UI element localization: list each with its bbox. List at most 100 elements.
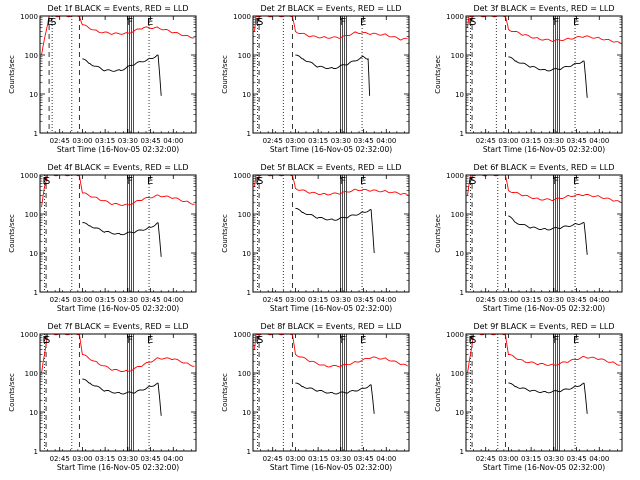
x-tick-label: 03:30 — [544, 455, 564, 463]
chart-title: Det 3f BLACK = Events, RED = LLD — [473, 4, 614, 13]
events-series-line — [508, 215, 588, 255]
plot-area — [467, 16, 621, 133]
time-marker-label: S — [470, 335, 476, 346]
y-tick-label: 100 — [238, 52, 251, 60]
y-tick-label: 10 — [455, 250, 464, 258]
x-tick-label: 03:30 — [544, 137, 564, 145]
x-tick-label: 02:45 — [263, 455, 283, 463]
events-series-line — [295, 382, 375, 414]
y-axis-label: Counts/sec — [8, 55, 16, 94]
time-marker-label: S — [257, 176, 263, 187]
x-tick-label: 03:30 — [331, 137, 351, 145]
x-tick-label: 02:45 — [476, 455, 496, 463]
y-tick-label: 1 — [247, 448, 251, 456]
x-tick-label: 03:45 — [353, 137, 373, 145]
time-marker-label: F — [340, 17, 346, 28]
time-marker-label: F — [127, 335, 133, 346]
chart-title: Det 8f BLACK = Events, RED = LLD — [260, 322, 401, 331]
x-axis-label: Start Time (16-Nov-05 02:32:00) — [57, 463, 179, 472]
x-tick-label: 03:00 — [72, 137, 92, 145]
x-axis-label: Start Time (16-Nov-05 02:32:00) — [483, 145, 605, 154]
y-tick-label: 1 — [247, 130, 251, 138]
time-marker-label: F — [553, 335, 559, 346]
x-tick-label: 02:45 — [50, 455, 70, 463]
y-tick-label: 1000 — [20, 13, 38, 21]
plot-area — [467, 175, 621, 292]
time-marker-label: F — [340, 176, 346, 187]
time-marker-label: F — [127, 176, 133, 187]
y-tick-label: 1000 — [233, 172, 251, 180]
time-marker-label: E — [573, 176, 579, 187]
x-tick-label: 03:15 — [308, 296, 328, 304]
plot-area — [467, 334, 621, 451]
time-marker-label: E — [469, 335, 475, 346]
x-tick-label: 03:45 — [566, 137, 586, 145]
x-axis-label: Start Time (16-Nov-05 02:32:00) — [483, 304, 605, 313]
chart-title: Det 9f BLACK = Events, RED = LLD — [473, 322, 614, 331]
x-tick-label: 04:00 — [376, 296, 396, 304]
x-tick-label: 03:15 — [95, 296, 115, 304]
x-tick-label: 03:15 — [521, 455, 541, 463]
plot-frame — [465, 174, 623, 293]
lld-series-line — [41, 334, 195, 374]
time-marker-label: E — [43, 176, 49, 187]
x-tick-label: 02:45 — [263, 296, 283, 304]
x-tick-label: 02:45 — [50, 137, 70, 145]
x-tick-label: 03:45 — [566, 455, 586, 463]
x-tick-label: 03:30 — [118, 455, 138, 463]
time-marker-label: S — [44, 335, 50, 346]
y-tick-label: 100 — [25, 211, 38, 219]
y-tick-label: 100 — [238, 370, 251, 378]
lld-series-line — [254, 16, 408, 41]
plot-area — [41, 175, 195, 292]
lld-series-line — [467, 175, 621, 203]
chart-title: Det 4f BLACK = Events, RED = LLD — [47, 163, 188, 172]
y-tick-label: 1000 — [20, 172, 38, 180]
time-marker-label: F — [340, 335, 346, 346]
x-axis-label: Start Time (16-Nov-05 02:32:00) — [270, 304, 392, 313]
x-tick-label: 03:15 — [95, 137, 115, 145]
y-tick-label: 10 — [242, 91, 251, 99]
x-tick-label: 04:00 — [589, 137, 609, 145]
plot-frame — [39, 333, 197, 452]
x-tick-label: 02:45 — [476, 296, 496, 304]
y-tick-label: 100 — [25, 52, 38, 60]
y-axis-label: Counts/sec — [221, 214, 229, 253]
x-tick-label: 03:45 — [140, 455, 160, 463]
time-marker-label: S — [470, 176, 476, 187]
time-marker-label: E — [256, 17, 262, 28]
x-tick-label: 04:00 — [589, 296, 609, 304]
lld-series-line — [41, 16, 195, 56]
x-tick-label: 03:00 — [498, 455, 518, 463]
chart-title: Det 5f BLACK = Events, RED = LLD — [260, 163, 401, 172]
y-tick-label: 10 — [29, 250, 38, 258]
x-axis-label: Start Time (16-Nov-05 02:32:00) — [483, 463, 605, 472]
x-tick-label: 03:15 — [308, 137, 328, 145]
chart-title: Det 2f BLACK = Events, RED = LLD — [260, 4, 401, 13]
y-tick-label: 100 — [25, 370, 38, 378]
time-marker-label: S — [470, 17, 476, 28]
x-tick-label: 04:00 — [589, 455, 609, 463]
x-tick-label: 03:00 — [498, 137, 518, 145]
x-tick-label: 04:00 — [163, 137, 183, 145]
plot-frame — [252, 333, 410, 452]
plot-frame — [465, 15, 623, 134]
y-tick-label: 1 — [34, 289, 38, 297]
time-marker-label: E — [256, 335, 262, 346]
lld-series-line — [254, 334, 408, 368]
y-tick-label: 1000 — [446, 331, 464, 339]
events-series-line — [295, 54, 371, 96]
x-tick-label: 03:30 — [331, 296, 351, 304]
y-axis-label: Counts/sec — [8, 214, 16, 253]
chart-title: Det 7f BLACK = Events, RED = LLD — [47, 322, 188, 331]
time-marker-label: S — [257, 335, 263, 346]
lld-series-line — [467, 334, 621, 374]
events-series-line — [82, 378, 162, 416]
y-axis-label: Counts/sec — [221, 373, 229, 412]
y-tick-label: 10 — [29, 409, 38, 417]
y-tick-label: 1 — [460, 130, 464, 138]
